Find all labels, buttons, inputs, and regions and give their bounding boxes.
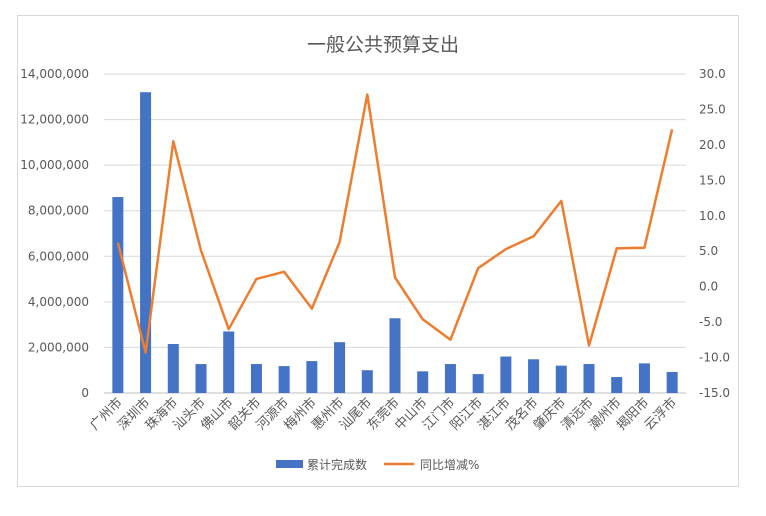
bar-云浮市 xyxy=(666,372,678,393)
y-right-tick-label: 20.0 xyxy=(699,138,726,152)
bar-广州市 xyxy=(112,197,124,393)
y-right-tick-label: -10.0 xyxy=(699,351,730,365)
bar-茂名市 xyxy=(528,359,540,393)
bar-韶关市 xyxy=(250,364,262,393)
bar-清远市 xyxy=(583,364,595,393)
y-right-tick-label: 0.0 xyxy=(699,280,718,294)
legend-label-line: 同比增减% xyxy=(420,458,479,472)
bar-东莞市 xyxy=(389,318,401,393)
bar-阳江市 xyxy=(472,374,484,393)
bar-惠州市 xyxy=(334,342,346,393)
bar-梅州市 xyxy=(306,361,318,393)
y-left-tick-label: 6,000,000 xyxy=(28,249,89,263)
bar-深圳市 xyxy=(140,92,152,393)
chart-title: 一般公共预算支出 xyxy=(306,34,459,56)
bar-佛山市 xyxy=(223,331,235,393)
bar-肇庆市 xyxy=(555,365,567,393)
y-right-tick-label: -15.0 xyxy=(699,386,730,400)
bar-汕头市 xyxy=(195,364,207,393)
y-left-tick-label: 2,000,000 xyxy=(28,340,89,354)
legend-swatch-bar xyxy=(276,460,303,468)
x-category-label: 云浮市 xyxy=(641,395,680,434)
y-right-tick-label: 5.0 xyxy=(699,244,718,258)
y-right-tick-label: 30.0 xyxy=(699,67,726,81)
y-left-tick-label: 4,000,000 xyxy=(28,295,89,309)
y-right-tick-label: -5.0 xyxy=(699,315,722,329)
bar-珠海市 xyxy=(167,344,179,393)
y-right-tick-label: 15.0 xyxy=(699,173,726,187)
bar-潮州市 xyxy=(611,377,623,393)
bar-揭阳市 xyxy=(638,363,650,393)
y-left-tick-label: 10,000,000 xyxy=(20,158,89,172)
bar-中山市 xyxy=(417,371,429,393)
y-left-tick-label: 12,000,000 xyxy=(20,113,89,127)
chart-frame xyxy=(17,15,739,487)
bar-江门市 xyxy=(444,364,456,393)
bar-湛江市 xyxy=(500,356,512,393)
y-left-tick-label: 0 xyxy=(81,386,89,400)
series-line-yoy xyxy=(116,93,674,354)
y-left-tick-label: 14,000,000 xyxy=(20,67,89,81)
legend-label-bar: 累计完成数 xyxy=(307,457,367,472)
bar-汕尾市 xyxy=(361,370,373,393)
y-left-tick-label: 8,000,000 xyxy=(28,204,89,218)
y-right-tick-label: 10.0 xyxy=(699,209,726,223)
y-right-tick-label: 25.0 xyxy=(699,102,726,116)
bar-河源市 xyxy=(278,366,290,393)
